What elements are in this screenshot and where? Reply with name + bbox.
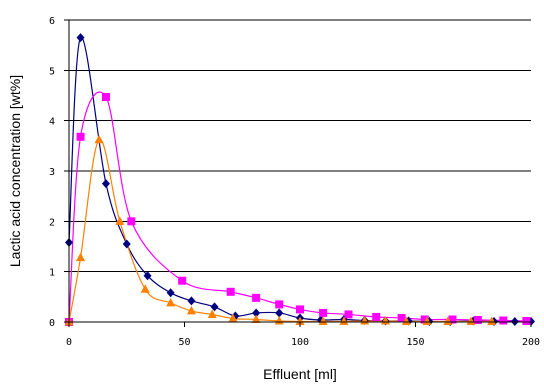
y-tick-label-4: 4 [49, 117, 55, 128]
series-2-point-13 [397, 313, 406, 322]
x-axis-title: Effluent [ml] [263, 366, 337, 382]
series-3-point-3 [94, 134, 104, 144]
series-1-point-3 [101, 179, 110, 189]
series-2-point-15 [448, 315, 457, 324]
tick-labels: 0 1 2 3 4 5 6 0 50 100 150 200 [49, 16, 540, 348]
series-1-point-10 [252, 308, 261, 318]
series-1-point-5 [143, 271, 152, 281]
series-2-point-14 [420, 315, 429, 324]
series-3-point-13 [318, 316, 328, 325]
x-tick-label-200: 200 [522, 337, 540, 348]
series-2-point-17 [499, 316, 508, 325]
series-3-point-7 [186, 305, 196, 315]
y-tick-label-1: 1 [49, 268, 55, 279]
series-3-point-5 [140, 284, 150, 293]
x-tick-label-50: 50 [178, 337, 190, 348]
series-3-point-6 [166, 297, 176, 307]
series-2-point-2 [76, 132, 85, 141]
series-2-point-16 [473, 315, 482, 324]
x-tick-label-0: 0 [66, 337, 72, 348]
series-2-point-18 [522, 316, 531, 325]
series-1-point-6 [166, 288, 175, 298]
axes [64, 19, 532, 327]
series-2-point-8 [275, 300, 284, 309]
series-3-point-4 [115, 216, 125, 225]
series-3-point-19 [443, 316, 453, 325]
series-2-point-4 [127, 217, 136, 226]
series-2-point-11 [344, 310, 353, 319]
series-3-point-8 [207, 309, 217, 318]
y-tick-label-5: 5 [49, 66, 55, 77]
y-tick-label-3: 3 [49, 167, 55, 178]
series-2-point-12 [372, 312, 381, 321]
series-3-point-17 [401, 316, 411, 325]
x-tick-label-100: 100 [291, 337, 309, 348]
series-3-point-20 [466, 316, 476, 325]
series-3-point-10 [251, 314, 261, 323]
series-3-point-2 [76, 252, 86, 262]
series-2-point-10 [319, 308, 328, 317]
series-2-point-7 [252, 293, 261, 302]
series-1-point-11 [275, 308, 284, 318]
series-3-point-9 [228, 313, 238, 322]
gridlines [69, 19, 531, 273]
y-tick-label-0: 0 [49, 318, 55, 329]
series-3-point-21 [487, 316, 497, 325]
series-2-point-5 [178, 276, 187, 285]
series-2-point-3 [101, 93, 110, 102]
y-axis-title: Lactic acid concentration [wt%] [7, 75, 23, 267]
series-1-point-22 [510, 316, 519, 326]
y-tick-label-2: 2 [49, 217, 55, 228]
series-3-point-12 [295, 316, 305, 325]
series-1-point-2 [76, 33, 85, 43]
series-1-point-4 [122, 239, 131, 249]
series-3-point-14 [339, 316, 349, 325]
x-tick-label-150: 150 [406, 337, 424, 348]
series-1-point-8 [210, 302, 219, 312]
series-2-point-6 [226, 287, 235, 296]
series-3-point-18 [422, 316, 432, 325]
series-2-point-9 [296, 305, 304, 314]
y-tick-label-6: 6 [49, 16, 55, 27]
series-1-point-7 [187, 296, 196, 306]
